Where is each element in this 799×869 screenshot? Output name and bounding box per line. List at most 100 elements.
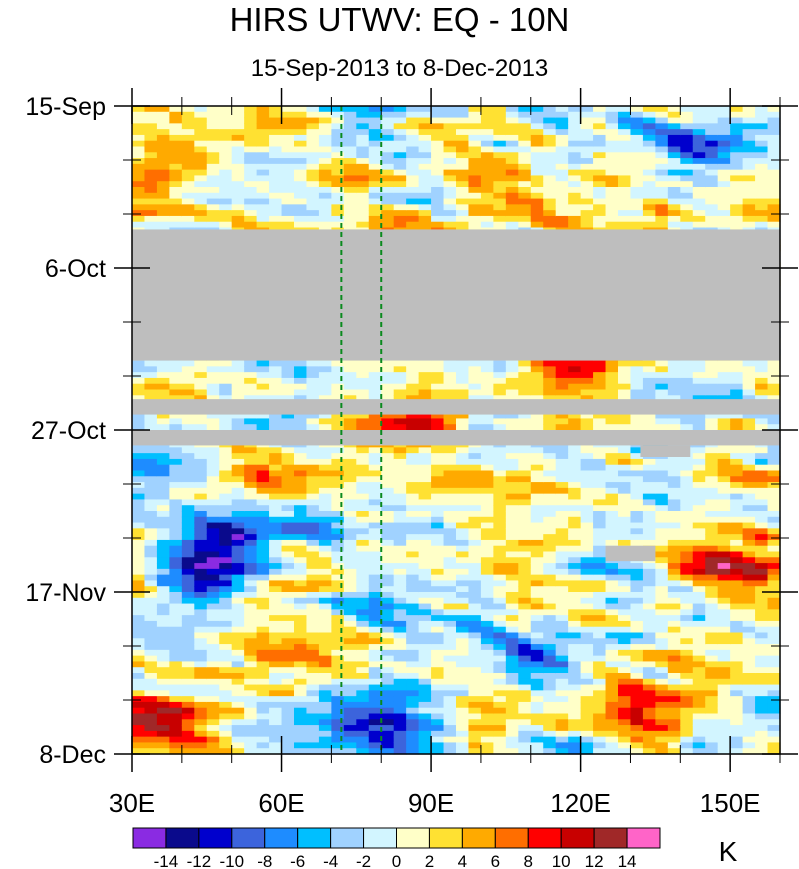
heatmap-cell: [256, 586, 270, 593]
heatmap-cell: [269, 140, 283, 148]
heatmap-cell: [443, 383, 457, 391]
heatmap-cell: [294, 163, 308, 171]
heatmap-cell: [555, 464, 569, 472]
heatmap-cell: [294, 117, 308, 124]
heatmap-cell: [393, 198, 407, 205]
heatmap-cell: [605, 146, 619, 153]
heatmap-cell: [331, 586, 345, 593]
heatmap-cell: [231, 678, 245, 686]
heatmap-cell: [306, 366, 320, 373]
heatmap-cell: [555, 366, 569, 373]
heatmap-cell: [281, 673, 295, 680]
heatmap-cell: [543, 192, 557, 200]
heatmap-cell: [219, 163, 233, 171]
heatmap-cell: [294, 580, 308, 587]
heatmap-cell: [493, 505, 507, 512]
heatmap-cell: [605, 725, 619, 732]
heatmap-cell: [144, 453, 158, 460]
heatmap-cell: [680, 192, 694, 200]
heatmap-cell: [368, 534, 382, 541]
heatmap-cell: [543, 158, 557, 165]
heatmap-cell: [318, 424, 332, 431]
heatmap-cell: [580, 661, 594, 668]
heatmap-cell: [456, 117, 470, 124]
heatmap-cell: [630, 140, 644, 148]
heatmap-cell: [605, 215, 619, 223]
heatmap-cell: [194, 736, 208, 744]
heatmap-cell: [667, 597, 681, 605]
heatmap-cell: [219, 696, 233, 703]
heatmap-cell: [206, 458, 220, 466]
heatmap-cell: [530, 736, 544, 744]
heatmap-cell: [480, 678, 494, 686]
heatmap-cell: [655, 158, 669, 165]
heatmap-cell: [667, 187, 681, 194]
heatmap-cell: [356, 667, 370, 674]
heatmap-cell: [194, 476, 208, 483]
heatmap-cell: [343, 620, 357, 628]
heatmap-cell: [555, 117, 569, 124]
heatmap-cell: [593, 487, 607, 495]
heatmap-cell: [256, 418, 270, 425]
heatmap-cell: [393, 453, 407, 460]
heatmap-cell: [306, 725, 320, 732]
heatmap-cell: [343, 644, 357, 651]
heatmap-cell: [480, 505, 494, 512]
heatmap-cell: [593, 568, 607, 576]
heatmap-cell: [493, 395, 507, 402]
heatmap-cell: [456, 522, 470, 529]
heatmap-cell: [406, 383, 420, 391]
heatmap-cell: [568, 684, 582, 691]
heatmap-cell: [144, 528, 158, 535]
heatmap-cell: [181, 701, 195, 709]
heatmap-cell: [568, 395, 582, 402]
heatmap-cell: [356, 545, 370, 553]
heatmap-cell: [343, 539, 357, 547]
heatmap-cell: [618, 516, 632, 524]
heatmap-cell: [256, 516, 270, 524]
heatmap-cell: [231, 499, 245, 506]
heatmap-cell: [655, 545, 669, 553]
heatmap-cell: [281, 580, 295, 587]
heatmap-cell: [418, 742, 432, 749]
heatmap-cell: [418, 690, 432, 697]
heatmap-cell: [518, 603, 532, 610]
heatmap-cell: [206, 719, 220, 726]
heatmap-cell: [169, 516, 183, 524]
heatmap-cell: [343, 557, 357, 564]
heatmap-cell: [306, 140, 320, 148]
heatmap-cell: [518, 129, 532, 136]
heatmap-cell: [543, 557, 557, 564]
heatmap-cell: [593, 158, 607, 165]
heatmap-cell: [680, 360, 694, 367]
heatmap-cell: [605, 458, 619, 466]
heatmap-cell: [244, 175, 258, 182]
heatmap-cell: [294, 418, 308, 425]
heatmap-cell: [605, 499, 619, 506]
heatmap-cell: [206, 609, 220, 616]
heatmap-cell: [132, 574, 146, 582]
heatmap-cell: [393, 563, 407, 570]
heatmap-cell: [132, 123, 146, 130]
heatmap-cell: [219, 684, 233, 691]
heatmap-cell: [194, 586, 208, 593]
heatmap-cell: [443, 476, 457, 483]
heatmap-cell: [343, 366, 357, 373]
heatmap-cell: [244, 551, 258, 558]
heatmap-cell: [418, 169, 432, 177]
heatmap-cell: [568, 117, 582, 124]
heatmap-cell: [630, 395, 644, 402]
heatmap-cell: [443, 117, 457, 124]
heatmap-cell: [169, 696, 183, 703]
heatmap-cell: [468, 372, 482, 379]
heatmap-cell: [667, 707, 681, 715]
heatmap-cell: [169, 626, 183, 634]
heatmap-cell: [630, 592, 644, 599]
heatmap-cell: [443, 592, 457, 599]
heatmap-cell: [605, 140, 619, 148]
heatmap-cell: [231, 204, 245, 211]
heatmap-cell: [655, 655, 669, 663]
heatmap-cell: [642, 505, 656, 512]
heatmap-cell: [194, 632, 208, 639]
heatmap-cell: [331, 649, 345, 657]
